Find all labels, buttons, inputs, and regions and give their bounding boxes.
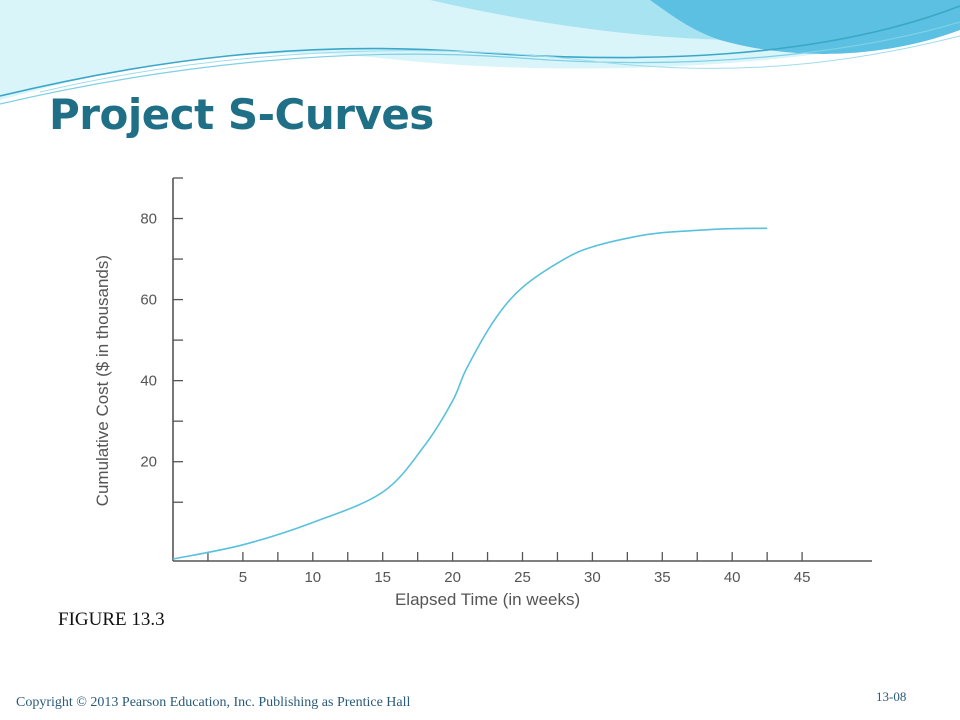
x-tick-label: 30 — [584, 569, 601, 586]
chart-panel: 20 40 60 80 5 10 15 20 25 30 35 40 45 Elapsed Time (i… — [88, 174, 872, 610]
x-axis-title: Elapsed Time (in weeks) — [395, 590, 580, 609]
x-tick-label: 40 — [724, 569, 741, 586]
wave-line-3 — [39, 35, 960, 93]
x-tick-label: 25 — [514, 569, 531, 586]
x-tick-label: 20 — [444, 569, 461, 586]
y-tick-label: 20 — [140, 454, 157, 471]
y-tick-label: 60 — [140, 292, 157, 309]
header-wave-decoration — [0, 0, 960, 105]
y-axis-title: Cumulative Cost ($ in thousands) — [93, 255, 112, 506]
x-tick-label: 5 — [239, 569, 247, 586]
x-tick-label: 45 — [794, 569, 811, 586]
x-tick-label: 35 — [654, 569, 671, 586]
s-curve-chart: 20 40 60 80 5 10 15 20 25 30 35 40 45 Elapsed Time (i… — [93, 177, 872, 609]
x-tick-label: 10 — [304, 569, 321, 586]
cumulative-cost-curve — [172, 227, 768, 560]
y-tick-label: 80 — [140, 211, 157, 228]
page-number: 13-08 — [876, 689, 907, 704]
y-tick-label: 40 — [140, 373, 157, 390]
slide-title: Project S-Curves — [49, 90, 434, 139]
x-tick-label: 15 — [374, 569, 391, 586]
footer-copyright: Copyright © 2013 Pearson Education, Inc.… — [16, 695, 411, 710]
wave-line-2 — [0, 21, 960, 105]
figure-label: FIGURE 13.3 — [58, 609, 165, 630]
